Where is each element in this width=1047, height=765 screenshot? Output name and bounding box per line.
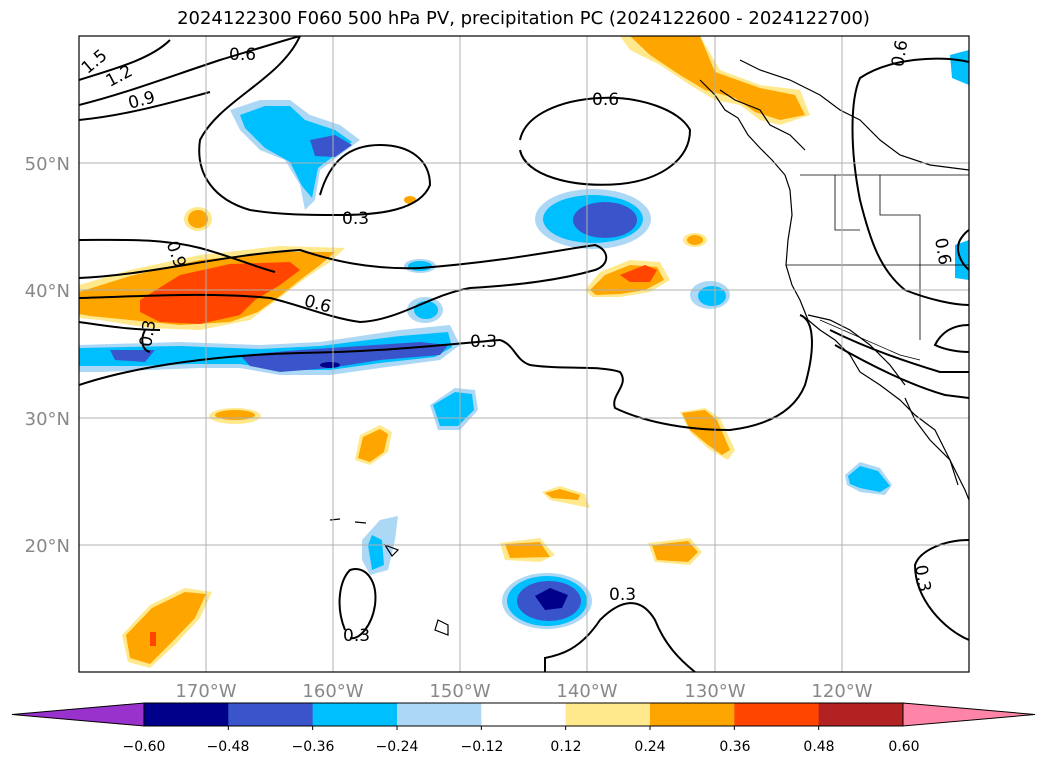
lon-label-140w: 140°W bbox=[556, 681, 617, 702]
blob-28n-orange bbox=[358, 429, 388, 462]
colorbar-tick-label: −0.48 bbox=[207, 739, 250, 755]
blob-hawaii-blue bbox=[368, 535, 384, 570]
lon-label-170w: 170°W bbox=[175, 681, 236, 702]
blob-bottom-left-red bbox=[150, 632, 156, 646]
blob-24n-orange bbox=[545, 489, 580, 500]
blob-east-red bbox=[620, 265, 657, 282]
latitude-labels: 50°N 40°N 30°N 20°N bbox=[25, 154, 70, 557]
lat-label-30n: 30°N bbox=[25, 409, 70, 430]
blob-west-band-red bbox=[140, 262, 300, 324]
blob-bottom-left-orange bbox=[126, 592, 206, 664]
lat-label-20n: 20°N bbox=[25, 536, 70, 557]
longitude-labels: 170°W 160°W 150°W 140°W 130°W 120°W bbox=[175, 681, 872, 702]
blob-35n-band-core bbox=[320, 362, 340, 368]
blob-25n-east-blue bbox=[848, 466, 890, 492]
colorbar-segment bbox=[481, 703, 567, 726]
contour-label-0-3-b: 0.3 bbox=[470, 332, 497, 352]
political-borders bbox=[786, 174, 969, 361]
lat-label-50n: 50°N bbox=[25, 154, 70, 175]
colorbar-extend-min bbox=[11, 702, 145, 727]
colorbar-tick-label: −0.12 bbox=[461, 739, 504, 755]
lat-label-40n: 40°N bbox=[25, 281, 70, 302]
colorbar-segment bbox=[144, 703, 229, 726]
precipitation-shading bbox=[79, 36, 969, 668]
colorbar-segment bbox=[818, 703, 904, 726]
blob-20n-west-orange bbox=[505, 542, 550, 558]
contour-label-0-3-c: 0.3 bbox=[343, 626, 370, 646]
colorbar-tick-label: 0.36 bbox=[719, 739, 750, 755]
contour-label-0-6-b: 0.6 bbox=[592, 90, 619, 110]
blob-bc-coast-orange bbox=[630, 36, 805, 120]
blob-mid-pacific-dark bbox=[573, 202, 637, 238]
lon-label-120w: 120°W bbox=[811, 681, 872, 702]
colorbar-tick-label: −0.60 bbox=[123, 739, 166, 755]
colorbar-tick-label: 0.48 bbox=[803, 739, 834, 755]
contour-label-0-6-a: 0.6 bbox=[229, 45, 256, 65]
map-title: 2024122300 F060 500 hPa PV, precipitatio… bbox=[177, 8, 870, 29]
blob-small-blue-3 bbox=[414, 301, 438, 319]
contour-label-0-3-e: 0.3 bbox=[136, 318, 160, 348]
colorbar-extend-max bbox=[902, 702, 1036, 727]
lon-label-150w: 150°W bbox=[429, 681, 490, 702]
lon-label-130w: 130°W bbox=[684, 681, 745, 702]
plot-frame bbox=[78, 35, 970, 673]
blob-16n-dark bbox=[535, 588, 568, 610]
blob-small-east-orange bbox=[687, 235, 703, 245]
colorbar-ticks: −0.60 −0.48 −0.36 −0.24 −0.12 0.12 0.24 … bbox=[123, 739, 920, 755]
colorbar-segment bbox=[734, 703, 820, 726]
colorbar-tick-label: 0.24 bbox=[634, 739, 665, 755]
contour-label-0-6-e: 0.6 bbox=[930, 236, 954, 266]
gridlines bbox=[79, 36, 969, 672]
blob-35n-band-west-dark bbox=[110, 350, 155, 362]
blob-gulf-alaska-blue bbox=[240, 106, 352, 198]
contour-label-0-3-a: 0.3 bbox=[342, 209, 369, 229]
blob-20n-east-orange bbox=[652, 541, 698, 562]
contour-label-0-6-d: 0.6 bbox=[888, 38, 912, 68]
lon-label-160w: 160°W bbox=[302, 681, 363, 702]
colorbar-tick-label: 0.60 bbox=[888, 739, 919, 755]
pv-contours bbox=[79, 36, 969, 672]
contour-label-0-3-f: 0.3 bbox=[910, 563, 934, 593]
blob-130w-29n-orange bbox=[682, 410, 730, 455]
blob-small-west-orange bbox=[188, 210, 208, 228]
blob-small-blue-1 bbox=[408, 261, 432, 271]
colorbar-tick-label: 0.12 bbox=[550, 739, 581, 755]
blob-small-blue-2 bbox=[698, 286, 726, 306]
colorbar-tick-label: −0.24 bbox=[376, 739, 419, 755]
colorbar-segment bbox=[565, 703, 651, 726]
colorbar-segment bbox=[228, 703, 314, 726]
colorbar bbox=[11, 702, 1036, 730]
contour-label-0-3-d: 0.3 bbox=[609, 585, 636, 605]
colorbar-frame bbox=[143, 702, 904, 727]
contour-labels: 1.5 1.2 0.9 0.6 0.6 0.6 0.6 0.9 0.3 0.3 … bbox=[79, 38, 954, 646]
colorbar-segment bbox=[312, 703, 398, 726]
colorbar-segment bbox=[650, 703, 735, 726]
blob-gulf-alaska-dark bbox=[310, 135, 352, 157]
colorbar-tick-label: −0.36 bbox=[292, 739, 335, 755]
colorbar-segment bbox=[397, 703, 482, 726]
